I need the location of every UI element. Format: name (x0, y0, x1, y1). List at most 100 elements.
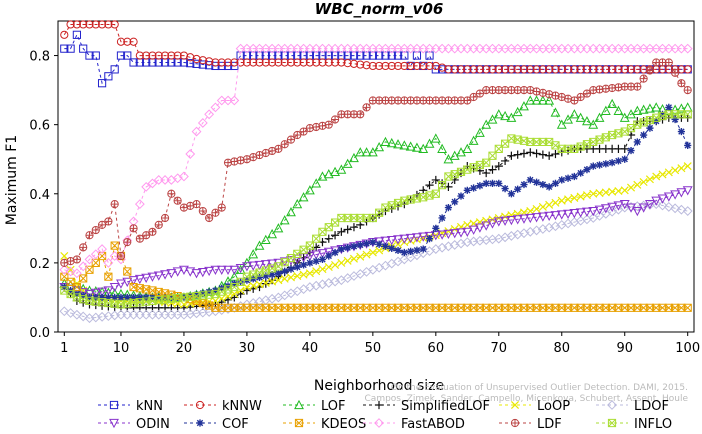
legend-marker (374, 418, 384, 428)
data-point (545, 151, 554, 160)
legend-label: COF (222, 417, 249, 432)
data-point (399, 140, 410, 150)
data-point (387, 51, 396, 60)
data-point (311, 250, 322, 260)
data-point (155, 293, 163, 302)
data-point (393, 51, 403, 60)
data-point (438, 63, 447, 72)
data-point (575, 112, 586, 122)
legend-item-fastabod: FastABOD (363, 417, 465, 432)
data-point (311, 178, 322, 188)
data-point (148, 51, 157, 60)
legend-item-knnw: kNNW (184, 399, 262, 414)
data-point (438, 214, 446, 222)
data-point (506, 215, 517, 226)
data-point (449, 229, 460, 239)
data-point (556, 210, 567, 220)
data-point (109, 282, 120, 293)
data-point (488, 165, 497, 174)
x-tick-label: 50 (365, 341, 382, 356)
data-point (72, 255, 81, 264)
data-point (268, 277, 277, 286)
x-tick-label: 100 (675, 341, 700, 356)
x-tick-label: 20 (176, 341, 193, 356)
data-point (141, 181, 152, 192)
data-point (538, 150, 547, 159)
data-point (664, 58, 673, 67)
data-point (59, 306, 70, 317)
data-point (577, 169, 585, 177)
data-point (129, 293, 138, 302)
data-point (682, 206, 693, 216)
legend: kNN kNNW LOF SimplifiedLOF LoOP LDOF ODIN COF KD… (98, 399, 672, 432)
data-point (500, 110, 511, 121)
data-point (78, 261, 89, 272)
data-point (197, 118, 208, 128)
data-point (299, 127, 308, 136)
data-point (557, 92, 566, 102)
data-point (620, 144, 629, 153)
legend-marker (294, 399, 304, 410)
y-tick-label: 0.0 (29, 326, 50, 341)
data-point (519, 214, 529, 224)
data-point (500, 65, 510, 74)
data-point (594, 205, 605, 215)
data-point (279, 215, 290, 225)
data-point (197, 268, 208, 278)
data-point (116, 51, 126, 60)
data-point (513, 150, 522, 159)
data-point (91, 20, 100, 29)
data-point (412, 61, 422, 71)
data-point (493, 217, 504, 227)
data-point (468, 225, 479, 235)
data-point (474, 223, 485, 233)
data-point (330, 58, 340, 67)
data-point (437, 143, 448, 153)
data-point (280, 58, 289, 67)
data-point (474, 127, 485, 137)
data-point (588, 119, 599, 129)
data-point (657, 194, 668, 204)
x-tick-label: 80 (553, 341, 570, 356)
data-point (482, 179, 490, 188)
data-point (229, 265, 240, 275)
data-point (638, 104, 649, 114)
data-point (545, 65, 554, 74)
data-point (362, 103, 371, 112)
data-point (482, 216, 491, 225)
data-point (537, 95, 548, 105)
data-point (588, 206, 599, 217)
data-point (312, 58, 321, 67)
data-point (205, 288, 213, 296)
data-point (645, 175, 654, 184)
data-point (405, 141, 416, 151)
data-point (570, 65, 579, 74)
y-tick-label: 0.2 (29, 257, 50, 272)
data-point (134, 274, 145, 285)
data-point (78, 288, 89, 298)
legend-marker (510, 418, 520, 428)
data-point (595, 65, 604, 74)
data-point (72, 30, 81, 39)
data-point (92, 293, 100, 302)
data-point (665, 103, 673, 111)
data-point (671, 115, 679, 124)
data-point (286, 58, 296, 67)
data-point (419, 245, 427, 253)
data-point (123, 51, 132, 60)
data-point (97, 287, 108, 297)
data-point (60, 251, 69, 261)
y-tick-label: 0.6 (29, 119, 50, 134)
data-point (349, 59, 359, 68)
data-point (469, 65, 478, 74)
data-point (293, 58, 302, 67)
data-point (638, 203, 649, 213)
data-point (249, 58, 258, 67)
data-point (368, 51, 377, 60)
data-point (249, 275, 257, 283)
data-point (375, 51, 384, 60)
data-point (85, 231, 94, 240)
data-point (223, 58, 233, 67)
data-point (91, 225, 100, 235)
data-point (576, 92, 585, 102)
